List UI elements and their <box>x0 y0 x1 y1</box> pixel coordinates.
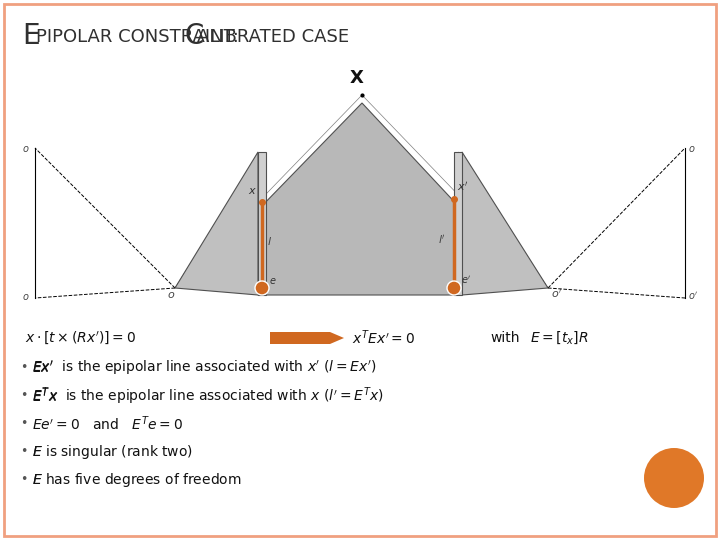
Text: $o$: $o$ <box>688 144 696 154</box>
Text: $l'$: $l'$ <box>438 233 446 246</box>
Circle shape <box>644 448 704 508</box>
Text: $x^T Ex' = 0$: $x^T Ex' = 0$ <box>352 329 415 347</box>
Text: $E^Tx$: $E^Tx$ <box>32 387 58 406</box>
Text: •: • <box>20 446 27 458</box>
Text: •: • <box>20 361 27 375</box>
Text: $Ex'$  is the epipolar line associated with $x'$ ($l = Ex'$): $Ex'$ is the epipolar line associated wi… <box>32 359 377 377</box>
Text: $e$: $e$ <box>269 276 276 286</box>
Text: $E^Tx$  is the epipolar line associated with $x$ ($l' = E^Tx$): $E^Tx$ is the epipolar line associated w… <box>32 385 384 407</box>
Text: $x \cdot [t \times (Rx')] = 0$: $x \cdot [t \times (Rx')] = 0$ <box>25 330 136 346</box>
Text: E: E <box>22 22 40 50</box>
Text: PIPOLAR CONSTRAINT:: PIPOLAR CONSTRAINT: <box>36 28 245 46</box>
Text: $o$: $o$ <box>22 144 30 154</box>
Text: $e'$: $e'$ <box>461 274 472 286</box>
Text: •: • <box>20 474 27 487</box>
Polygon shape <box>454 152 462 295</box>
Circle shape <box>255 281 269 295</box>
Polygon shape <box>175 152 258 295</box>
Text: $\mathbf{X}$: $\mathbf{X}$ <box>349 69 365 87</box>
Text: with: with <box>490 331 520 345</box>
Text: $E$ has five degrees of freedom: $E$ has five degrees of freedom <box>32 471 242 489</box>
Text: $x$: $x$ <box>248 186 257 197</box>
Text: $E$ is singular (rank two): $E$ is singular (rank two) <box>32 443 193 461</box>
Text: $Ex'$: $Ex'$ <box>32 360 54 376</box>
Polygon shape <box>462 152 548 295</box>
Text: •: • <box>20 389 27 402</box>
Circle shape <box>447 281 461 295</box>
Text: $x'$: $x'$ <box>457 180 469 193</box>
Text: $o$: $o$ <box>22 292 30 302</box>
FancyArrow shape <box>270 332 344 344</box>
Text: $E$: $E$ <box>32 473 42 487</box>
Text: $E$: $E$ <box>32 445 42 459</box>
Text: $E = [t_x]R$: $E = [t_x]R$ <box>530 329 588 346</box>
Polygon shape <box>258 103 462 295</box>
Text: C: C <box>184 22 203 50</box>
Text: $o'$: $o'$ <box>551 287 562 300</box>
Text: $o$: $o$ <box>167 290 175 300</box>
Text: $Ee' = 0$   and   $E^Te = 0$: $Ee' = 0$ and $E^Te = 0$ <box>32 415 183 433</box>
Text: •: • <box>20 417 27 430</box>
Text: $o'$: $o'$ <box>688 291 698 302</box>
Text: $l$: $l$ <box>267 235 272 247</box>
Text: ALIBRATED CASE: ALIBRATED CASE <box>197 28 349 46</box>
Polygon shape <box>258 152 266 295</box>
